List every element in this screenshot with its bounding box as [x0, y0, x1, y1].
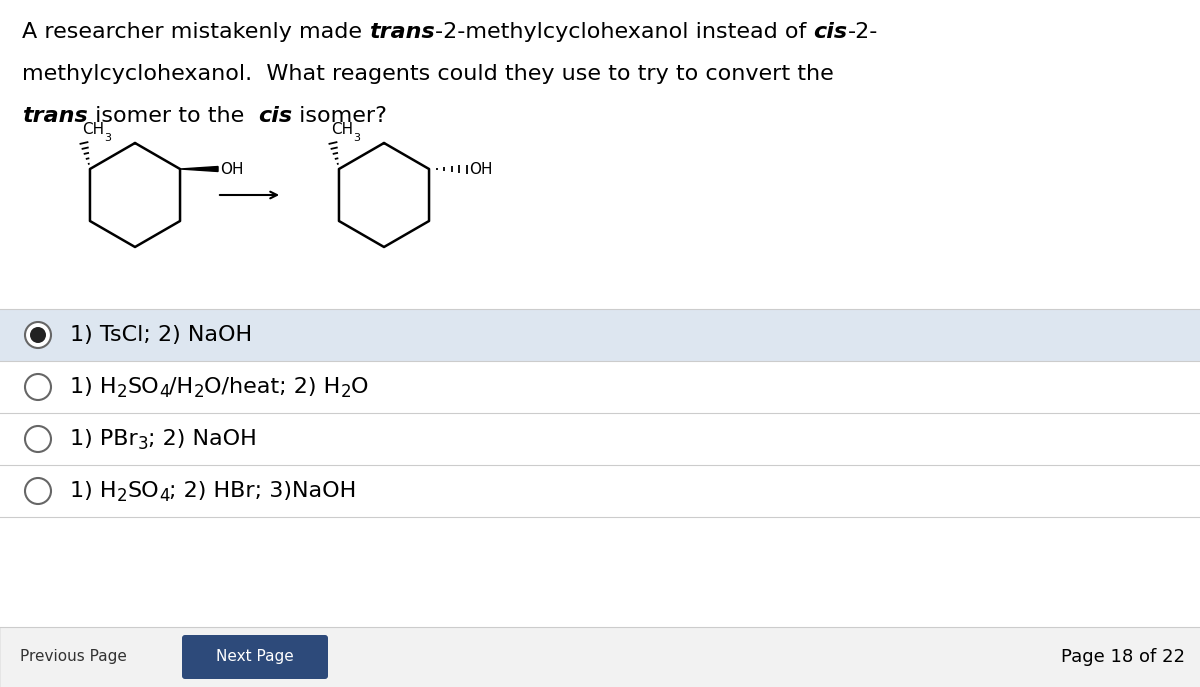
- Polygon shape: [180, 166, 218, 172]
- Text: 3: 3: [353, 133, 360, 143]
- Text: OH: OH: [220, 161, 244, 177]
- Text: 4: 4: [158, 487, 169, 505]
- Text: -2-methylcyclohexanol instead of: -2-methylcyclohexanol instead of: [434, 22, 814, 42]
- Text: Next Page: Next Page: [216, 649, 294, 664]
- Text: ; 2) HBr; 3)NaOH: ; 2) HBr; 3)NaOH: [169, 481, 356, 501]
- Bar: [0, 309, 1200, 361]
- Text: 3: 3: [138, 435, 149, 453]
- Text: 2: 2: [116, 487, 127, 505]
- Text: methylcyclohexanol.  What reagents could they use to try to convert the: methylcyclohexanol. What reagents could …: [22, 64, 834, 84]
- Text: 2: 2: [116, 383, 127, 401]
- Text: 1) H: 1) H: [70, 377, 116, 397]
- Text: 1) H: 1) H: [70, 481, 116, 501]
- Text: SO: SO: [127, 481, 158, 501]
- Text: CH: CH: [82, 122, 104, 137]
- Text: isomer to the: isomer to the: [88, 106, 258, 126]
- Text: 2: 2: [193, 383, 204, 401]
- Text: isomer?: isomer?: [293, 106, 388, 126]
- Circle shape: [30, 327, 46, 343]
- Text: 1) TsCl; 2) NaOH: 1) TsCl; 2) NaOH: [70, 325, 252, 345]
- Text: 1) PBr: 1) PBr: [70, 429, 138, 449]
- Circle shape: [25, 322, 50, 348]
- Text: SO: SO: [127, 377, 158, 397]
- Text: cis: cis: [814, 22, 847, 42]
- Text: ; 2) NaOH: ; 2) NaOH: [149, 429, 257, 449]
- Text: /H: /H: [169, 377, 193, 397]
- Text: trans: trans: [22, 106, 88, 126]
- Text: 4: 4: [158, 383, 169, 401]
- Text: 2: 2: [341, 383, 350, 401]
- Text: Page 18 of 22: Page 18 of 22: [1061, 648, 1186, 666]
- FancyBboxPatch shape: [182, 635, 328, 679]
- Text: trans: trans: [370, 22, 434, 42]
- Text: Previous Page: Previous Page: [20, 649, 127, 664]
- Circle shape: [25, 478, 50, 504]
- Bar: [0, 627, 1200, 687]
- Text: 3: 3: [104, 133, 110, 143]
- Circle shape: [25, 374, 50, 400]
- Text: O: O: [350, 377, 368, 397]
- Text: A researcher mistakenly made: A researcher mistakenly made: [22, 22, 370, 42]
- Text: cis: cis: [258, 106, 293, 126]
- Text: O/heat; 2) H: O/heat; 2) H: [204, 377, 341, 397]
- Text: -2-: -2-: [847, 22, 878, 42]
- Text: OH: OH: [469, 161, 492, 177]
- Text: CH: CH: [331, 122, 353, 137]
- Circle shape: [25, 426, 50, 452]
